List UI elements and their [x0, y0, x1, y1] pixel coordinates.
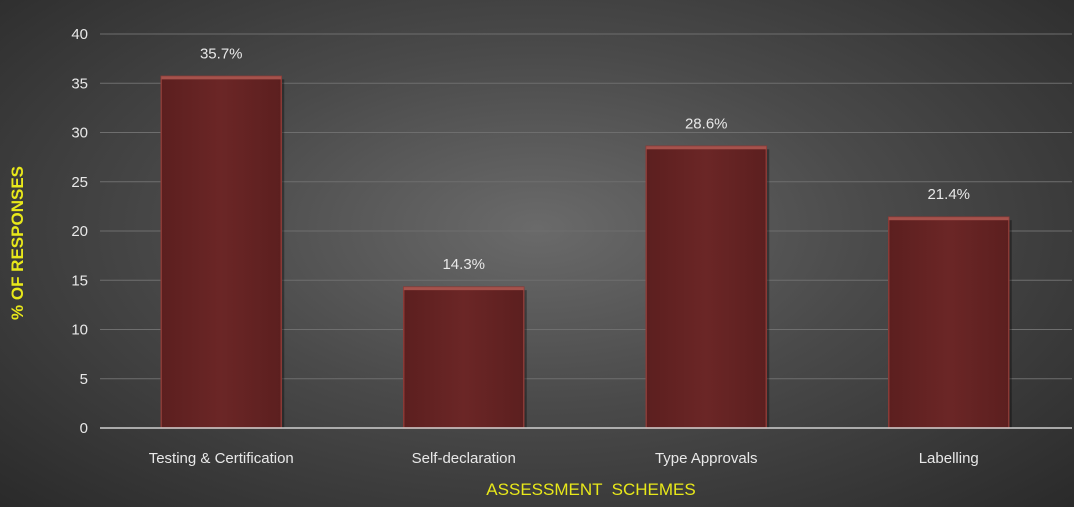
x-axis-title: ASSESSMENT SCHEMES: [486, 480, 695, 499]
x-tick-label: Testing & Certification: [149, 450, 294, 467]
y-tick-label: 25: [71, 174, 88, 191]
data-label: 35.7%: [200, 45, 243, 62]
data-label: 21.4%: [927, 186, 970, 203]
data-labels: 35.7% 14.3% 28.6% 21.4%: [200, 45, 970, 273]
x-tick-label: Type Approvals: [655, 450, 758, 467]
y-tick-label: 35: [71, 75, 88, 92]
y-tick-label: 30: [71, 125, 88, 142]
bar: [160, 75, 282, 429]
y-axis-ticks: 0 5 10 15 20 25 30 35 40: [71, 26, 88, 437]
y-axis-title: % OF RESPONSES: [8, 166, 27, 320]
x-tick-label: Self-declaration: [412, 450, 516, 467]
y-tick-label: 15: [71, 272, 88, 289]
bar-highlight: [403, 287, 524, 291]
bar-highlight: [888, 217, 1009, 221]
y-tick-label: 0: [80, 420, 88, 437]
bar: [888, 216, 1010, 429]
y-tick-label: 10: [71, 322, 88, 339]
y-tick-label: 40: [71, 26, 88, 43]
bar: [403, 286, 525, 429]
x-tick-label: Labelling: [919, 450, 979, 467]
bars: [160, 75, 1012, 429]
y-tick-label: 5: [80, 371, 88, 388]
y-tick-label: 20: [71, 223, 88, 240]
data-label: 14.3%: [442, 256, 485, 273]
data-label: 28.6%: [685, 115, 728, 132]
bar-highlight: [646, 146, 767, 150]
bar: [645, 145, 767, 429]
x-axis-ticks: Testing & Certification Self-declaration T…: [149, 450, 979, 467]
bar-highlight: [161, 76, 282, 80]
